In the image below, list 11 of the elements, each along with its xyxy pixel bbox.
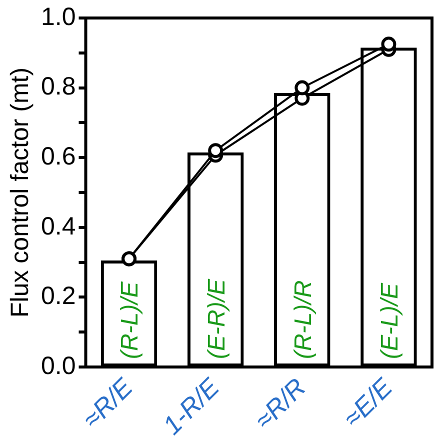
y-tick-label: 0.2 <box>40 282 76 310</box>
y-tick-label: 0.6 <box>40 142 76 170</box>
annotation: (R-L)/R <box>290 280 317 359</box>
annotation: (E-L)/E <box>376 282 404 359</box>
y-tick-label: 1.0 <box>40 2 76 31</box>
y-tick-label: 0.4 <box>40 212 76 240</box>
y-tick-label: 0.8 <box>40 72 76 101</box>
annotation: (R-L)/E <box>116 280 144 359</box>
y-axis-title: Flux control factor (mt) <box>6 67 34 318</box>
annotation: (E-R)/E <box>203 278 230 359</box>
y-tick-label: 0.0 <box>40 352 76 380</box>
